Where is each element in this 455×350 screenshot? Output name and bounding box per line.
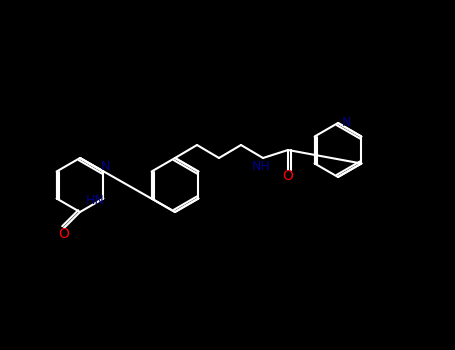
Text: O: O [283,169,293,183]
Text: O: O [59,227,70,241]
Text: NH: NH [252,160,270,173]
Text: HN: HN [86,194,105,207]
Text: N: N [101,160,110,173]
Text: N: N [341,117,351,130]
